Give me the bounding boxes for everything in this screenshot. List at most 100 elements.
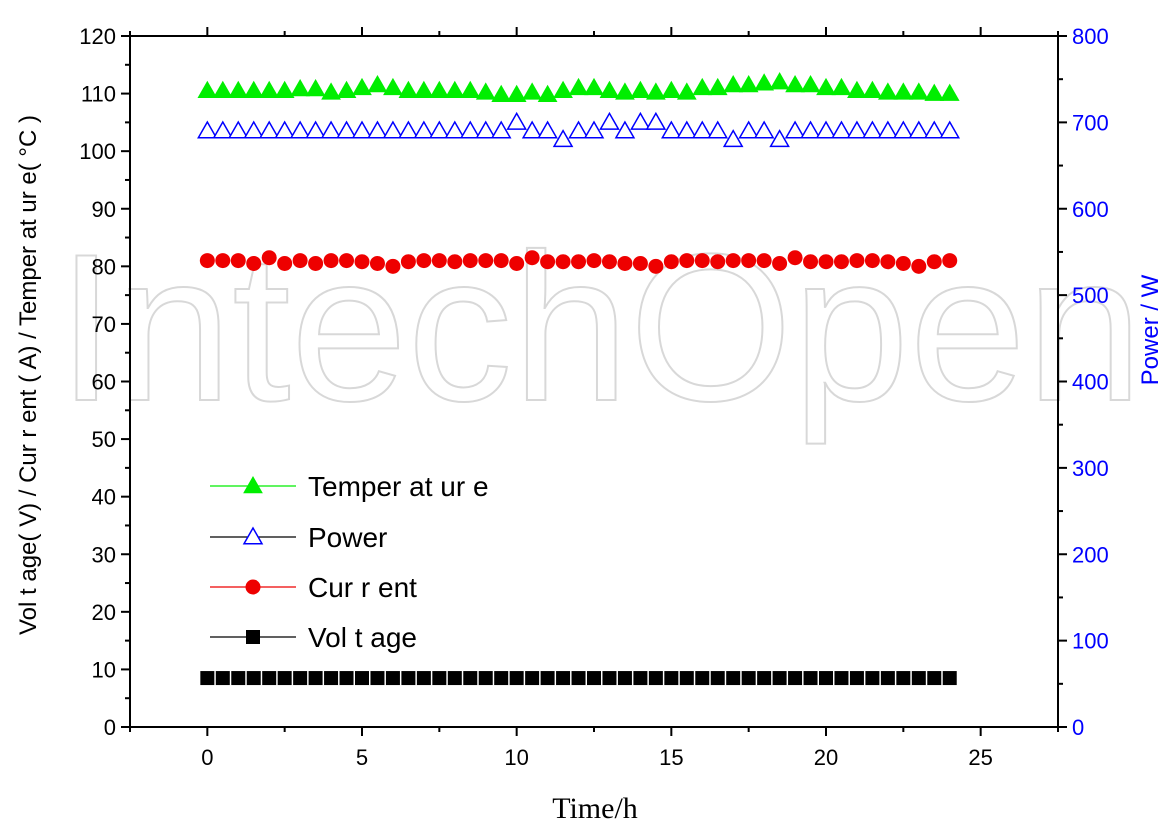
power-point (429, 120, 450, 139)
temperature-point (352, 77, 372, 96)
voltage-point (215, 671, 230, 686)
current-point (725, 253, 741, 269)
y-left-tick-label: 0 (104, 715, 116, 740)
voltage-point (262, 671, 277, 686)
power-point (305, 120, 326, 139)
y-axis-left-title: Vol t age( V) / Cur r ent ( A) / Temper … (15, 115, 42, 635)
current-point (462, 253, 478, 269)
legend-marker-current (245, 579, 261, 595)
current-point (555, 254, 571, 270)
temperature-point (646, 82, 666, 100)
temperature-point (243, 80, 264, 98)
power-point (893, 120, 914, 139)
power-point (506, 111, 527, 130)
power-point (475, 120, 497, 139)
current-point (586, 253, 602, 269)
power-point (521, 120, 543, 139)
temperature-point (676, 82, 697, 100)
current-point (416, 253, 432, 269)
current-point (864, 253, 880, 269)
temperature-point (831, 77, 852, 96)
voltage-point (355, 671, 369, 686)
temperature-point (475, 82, 496, 100)
y-left-tick-label: 50 (92, 427, 116, 452)
y-right-tick-label: 400 (1072, 370, 1109, 395)
temperature-point (383, 77, 403, 96)
voltage-point (385, 671, 400, 686)
temperature-point (661, 80, 682, 98)
current-point (694, 253, 710, 269)
power-point (444, 120, 466, 139)
current-point (246, 255, 262, 271)
power-point (614, 120, 636, 139)
voltage-point (463, 671, 478, 686)
legend-marker-voltage (246, 630, 260, 644)
power-point (800, 120, 821, 139)
y-left-tick-label: 120 (79, 24, 116, 49)
temperature-point (816, 77, 836, 96)
current-point (339, 253, 355, 269)
voltage-point (849, 671, 864, 686)
voltage-point (432, 671, 447, 686)
x-tick-label: 25 (968, 745, 992, 770)
voltage-point (772, 671, 787, 686)
y-left-tick-label: 10 (92, 657, 116, 682)
power-point (227, 120, 249, 139)
x-tick-label: 20 (814, 745, 838, 770)
temperature-point (738, 74, 759, 93)
temperature-point (893, 82, 914, 100)
current-point (833, 254, 849, 270)
temperature-point (336, 80, 357, 98)
voltage-point (679, 671, 694, 686)
y-left-tick-label: 90 (92, 197, 116, 222)
temperature-point (305, 78, 326, 97)
power-point (537, 120, 558, 139)
voltage-point (803, 671, 818, 686)
temperature-point (630, 80, 651, 98)
voltage-point (571, 671, 586, 686)
power-point (599, 111, 620, 130)
power-point (212, 120, 234, 139)
temperature-point (939, 83, 960, 101)
current-point (385, 258, 401, 274)
current-point (880, 254, 896, 270)
current-point (277, 255, 293, 271)
current-point (601, 254, 617, 270)
current-point (215, 253, 231, 269)
power-point (568, 120, 589, 139)
voltage-point (896, 671, 911, 686)
plot-area (197, 72, 961, 686)
power-point (877, 120, 899, 139)
current-point (911, 258, 927, 274)
temperature-point (924, 83, 945, 101)
temperature-point (847, 80, 867, 98)
current-point (803, 254, 819, 270)
current-point (493, 253, 509, 269)
power-point (583, 120, 605, 139)
axes-layer: 0 5 10 15 20 25 0 10 20 30 40 50 60 70 80 90 100 110 120 0 1… (79, 24, 1108, 770)
current-point (663, 254, 679, 270)
voltage-point (834, 671, 849, 686)
power-point (862, 120, 883, 139)
current-point (772, 255, 788, 271)
temperature-point (506, 84, 527, 102)
power-point (722, 129, 744, 148)
power-point (351, 120, 373, 139)
current-point (787, 250, 803, 266)
power-point (258, 120, 280, 139)
y-left-tick-label: 100 (79, 139, 116, 164)
current-point (648, 258, 664, 274)
current-point (354, 254, 370, 270)
temperature-point (862, 80, 883, 98)
temperature-point (321, 82, 341, 100)
temperature-point (599, 80, 620, 98)
y-left-tick-label: 40 (92, 485, 116, 510)
x-axis-title: Time/h (552, 792, 638, 825)
voltage-point (587, 671, 601, 686)
current-point (369, 255, 385, 271)
temperature-point (522, 82, 542, 100)
power-point (908, 120, 930, 139)
series-voltage (200, 671, 957, 686)
voltage-point (911, 671, 926, 686)
current-point (710, 254, 726, 270)
